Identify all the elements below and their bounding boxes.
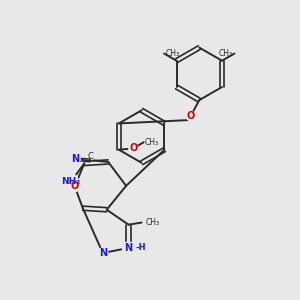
- Text: CH₃: CH₃: [145, 218, 159, 227]
- Text: CH₃: CH₃: [145, 138, 159, 147]
- Text: N: N: [99, 248, 107, 258]
- Circle shape: [186, 111, 195, 120]
- Text: N: N: [124, 243, 133, 253]
- Text: CH₃: CH₃: [165, 49, 179, 58]
- Text: -H: -H: [136, 243, 146, 252]
- Text: O: O: [70, 182, 79, 191]
- Circle shape: [70, 182, 80, 191]
- Circle shape: [98, 248, 108, 258]
- Circle shape: [129, 144, 138, 153]
- Circle shape: [122, 242, 134, 254]
- Text: C: C: [88, 152, 94, 161]
- Text: CH₃: CH₃: [219, 49, 233, 58]
- Text: NH₂: NH₂: [61, 177, 80, 186]
- Text: O: O: [186, 111, 194, 121]
- Text: N: N: [71, 154, 80, 164]
- Text: O: O: [129, 143, 137, 153]
- Circle shape: [70, 154, 80, 164]
- Circle shape: [63, 174, 78, 189]
